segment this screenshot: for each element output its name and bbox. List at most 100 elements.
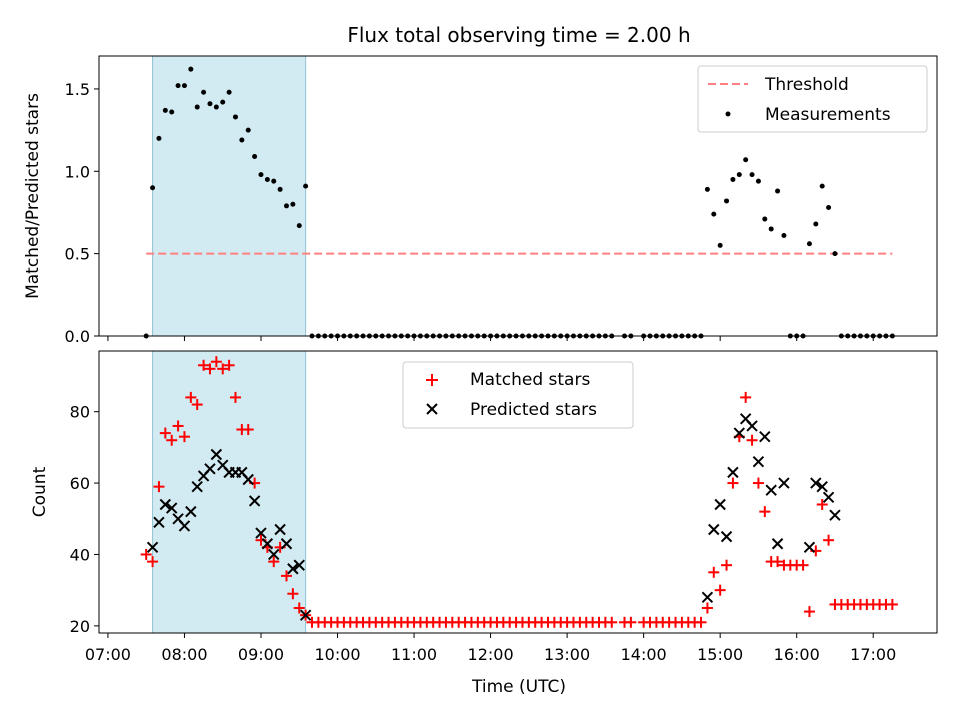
measurement-point — [743, 157, 749, 163]
matched-star-point — [606, 616, 618, 628]
bottom-legend: Matched stars Predicted stars — [402, 361, 634, 429]
legend-measurements-label: Measurements — [765, 105, 891, 125]
flux-ratio-panel: 0.0 0.5 1.0 1.5 Matched/Predicted stars Thr… — [23, 55, 938, 346]
matched-star-point — [625, 616, 637, 628]
measurement-point — [277, 186, 283, 192]
x-tick-label: 11:00 — [391, 645, 437, 664]
matched-star-point — [727, 477, 739, 489]
matched-star-point — [714, 584, 726, 596]
predicted-star-point — [159, 498, 172, 511]
measurement-point — [303, 183, 309, 189]
predicted-star-point — [293, 559, 305, 571]
legend-measurements-swatch — [725, 111, 731, 117]
matched-star-point — [217, 363, 229, 375]
legend-threshold-label: Threshold — [764, 75, 849, 95]
predicted-star-point — [778, 477, 790, 489]
predicted-star-point — [248, 495, 261, 507]
measurement-point — [806, 241, 812, 247]
measurement-point — [264, 177, 270, 183]
top-y-axis-label: Matched/Predicted stars — [23, 93, 43, 299]
matched-star-point — [886, 598, 898, 610]
legend-matched-swatch — [426, 374, 438, 386]
predicted-star-point — [185, 505, 197, 518]
matched-star-point — [185, 391, 197, 403]
matched-star-point — [708, 566, 720, 578]
predicted-star-point — [178, 520, 191, 532]
matched-star-point — [797, 559, 809, 571]
x-tick-label: 07:00 — [85, 645, 131, 664]
measurement-point — [832, 251, 838, 257]
measurement-point — [213, 104, 219, 110]
predicted-star-point — [274, 523, 286, 536]
matched-star-point — [229, 391, 241, 403]
matched-star-point — [268, 556, 280, 568]
measurement-point — [730, 177, 736, 183]
measurement-point — [283, 203, 289, 209]
predicted-star-point — [204, 463, 216, 475]
predicted-star-point — [210, 448, 223, 461]
measurement-point — [181, 83, 187, 89]
measurement-point — [296, 223, 302, 229]
predicted-star-point — [191, 480, 203, 493]
bottom-axes-frame — [98, 350, 938, 634]
measurement-point — [232, 114, 238, 120]
predicted-star-point — [759, 430, 771, 443]
matched-star-point — [178, 431, 190, 443]
matched-star-point — [191, 399, 203, 411]
matched-star-point — [701, 602, 713, 614]
matched-star-point — [695, 616, 707, 628]
predicted-star-point — [829, 509, 841, 521]
top-y-tick-label: 0.5 — [65, 245, 90, 264]
measurement-point — [169, 109, 175, 115]
predicted-star-point — [287, 563, 299, 575]
matched-star-point — [198, 359, 210, 371]
predicted-star-point — [810, 477, 822, 489]
predicted-star-point — [708, 523, 720, 536]
measurement-point — [258, 172, 264, 178]
top-y-tick-label: 0.0 — [65, 327, 90, 346]
star-count-panel: 20 40 60 80 07:00 08:00 09:00 10:00 11:00 12:00 1… — [30, 350, 938, 697]
matched-star-point — [280, 570, 292, 582]
measurement-point — [717, 242, 723, 248]
matched-star-point — [740, 391, 752, 403]
matched-star-point — [816, 498, 828, 510]
measurement-point — [736, 172, 742, 178]
matched-star-point — [159, 427, 171, 439]
measurement-point — [207, 101, 213, 107]
predicted-star-point — [242, 473, 254, 486]
x-tick-label: 08:00 — [161, 645, 207, 664]
x-tick-label: 13:00 — [544, 645, 590, 664]
measurement-point — [245, 127, 251, 133]
measurement-point — [826, 205, 832, 211]
x-axis-label: Time (UTC) — [471, 677, 566, 697]
measurement-point — [150, 185, 156, 191]
predicted-star-point — [146, 541, 159, 554]
x-tick-label: 12:00 — [468, 645, 514, 664]
bottom-y-tick-label: 40 — [70, 545, 90, 564]
matched-star-point — [147, 556, 159, 568]
measurement-point — [201, 89, 207, 95]
bottom-highlight-span — [152, 350, 307, 634]
predicted-star-point — [701, 591, 714, 604]
measurement-point — [162, 107, 168, 113]
top-highlight-span — [152, 55, 307, 337]
matched-star-point — [721, 559, 733, 571]
matched-star-point — [823, 534, 835, 546]
matched-star-point — [242, 424, 254, 436]
x-tick-label: 10:00 — [314, 645, 360, 664]
legend-predicted-label: Predicted stars — [470, 400, 597, 420]
matched-star-point — [759, 506, 771, 518]
matched-star-point — [287, 588, 299, 600]
measurement-point — [156, 135, 162, 141]
measurement-point — [768, 226, 774, 232]
legend-predicted-swatch — [426, 403, 438, 415]
chart-title: Flux total observing time = 2.00 h — [347, 23, 690, 47]
predicted-star-point — [803, 541, 816, 554]
measurement-point — [781, 233, 787, 239]
measurement-point — [749, 172, 755, 178]
matched-star-point — [204, 363, 216, 375]
predicted-star-point — [255, 527, 267, 539]
measurement-point — [252, 153, 258, 159]
matched-star-point — [210, 356, 222, 368]
